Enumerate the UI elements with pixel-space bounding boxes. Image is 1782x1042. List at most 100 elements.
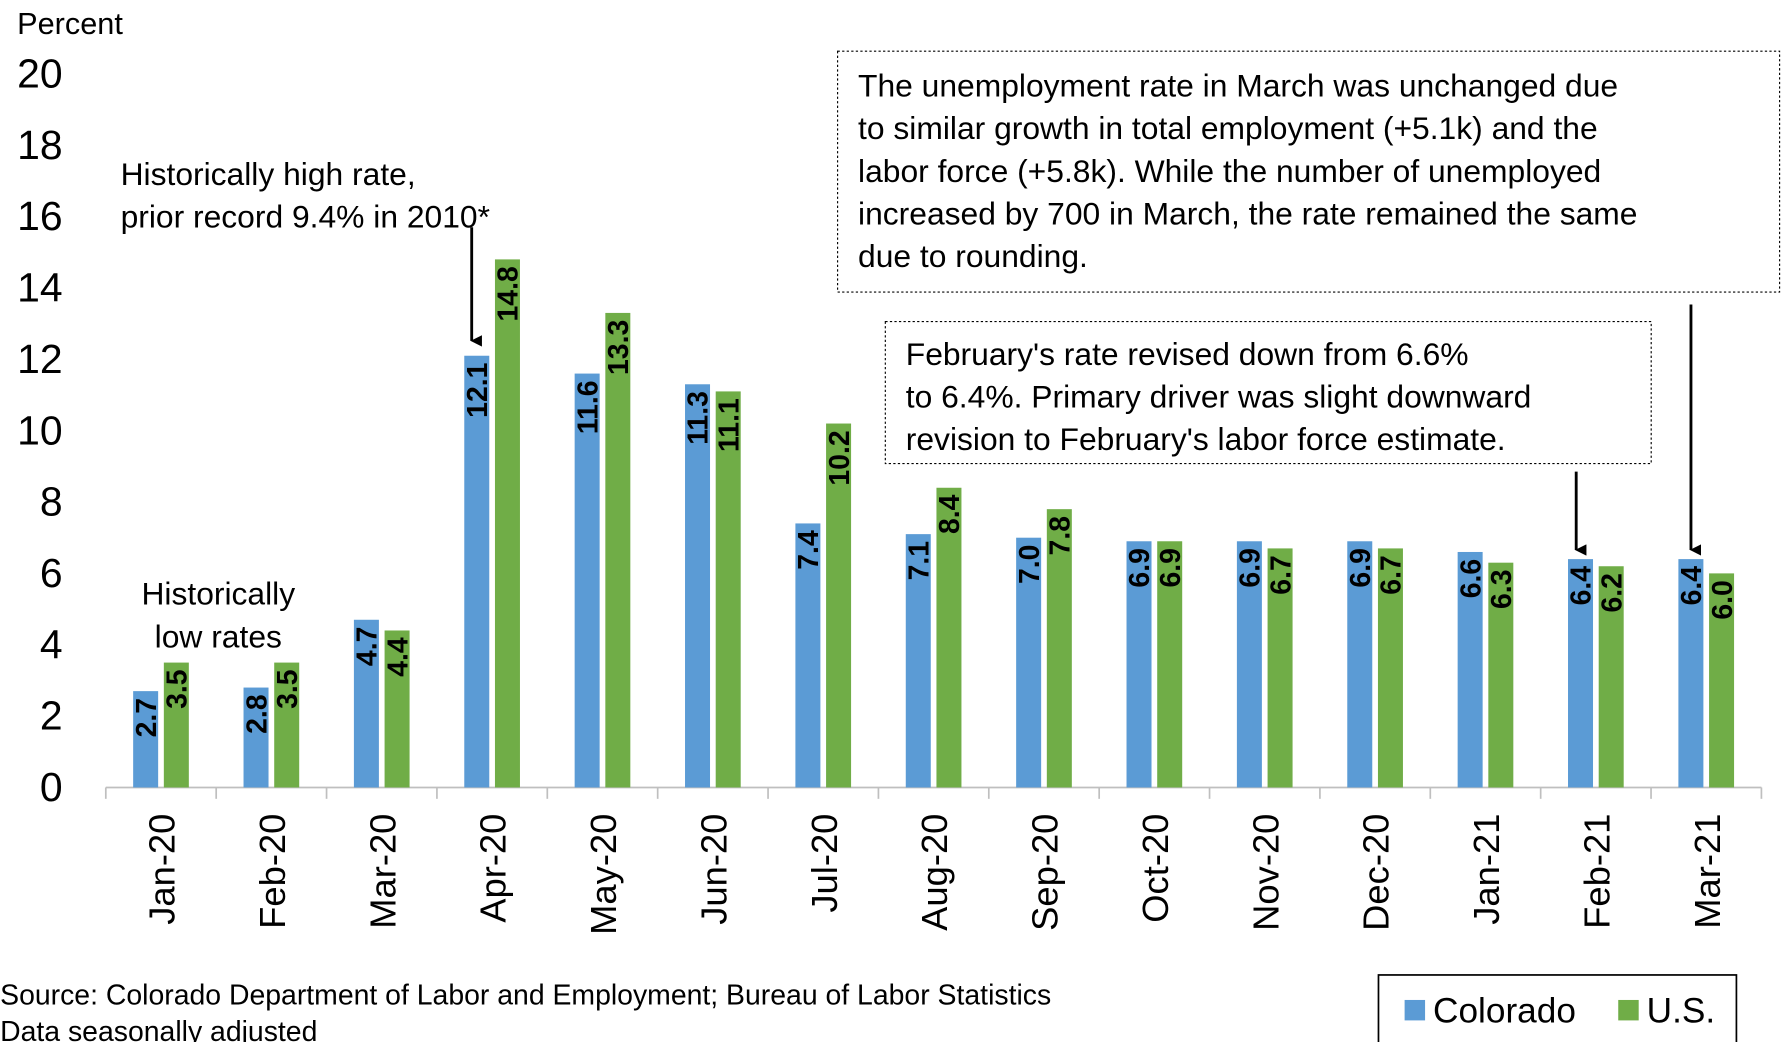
annotation: low rates: [155, 619, 282, 655]
bar: [1126, 541, 1152, 788]
value-label: 7.4: [793, 530, 825, 570]
annotation: The unemployment rate in March was uncha…: [858, 68, 1618, 104]
value-label: 6.9: [1155, 548, 1187, 587]
y-tick-label: 12: [17, 336, 62, 382]
value-label: 6.4: [1676, 566, 1708, 606]
value-label: 4.4: [382, 637, 414, 677]
bar: [1267, 548, 1293, 788]
bar: [1016, 537, 1042, 788]
bar: [1236, 541, 1262, 788]
value-label: 11.6: [572, 380, 604, 434]
value-label: 6.9: [1235, 548, 1267, 587]
value-label: 3.5: [162, 669, 194, 708]
value-label: 2.8: [241, 694, 273, 733]
value-label: 6.3: [1486, 569, 1518, 608]
bar: [1488, 562, 1514, 788]
x-tick-label: Feb-21: [1576, 814, 1617, 929]
y-tick-label: 20: [17, 50, 62, 96]
value-label: 13.3: [603, 320, 635, 375]
annotation-box: [837, 50, 1781, 293]
x-tick-label: Jul-20: [804, 814, 845, 913]
x-tick-label: Sep-20: [1025, 814, 1066, 931]
value-label: 14.8: [493, 266, 525, 321]
legend-swatch: [1618, 999, 1639, 1021]
value-label: 7.1: [903, 541, 935, 580]
value-label: 6.9: [1124, 548, 1156, 587]
bar: [243, 687, 269, 788]
x-tick-label: Mar-21: [1687, 814, 1728, 929]
bar: [384, 630, 410, 788]
value-label: 2.7: [131, 698, 163, 737]
annotation: to 6.4%. Primary driver was slight downw…: [906, 378, 1532, 414]
legend-box: [1377, 974, 1738, 1042]
x-tick-label: Mar-20: [362, 814, 403, 929]
y-tick-label: 0: [40, 764, 63, 810]
value-label: 6.7: [1265, 555, 1297, 594]
note: Data seasonally adjusted: [0, 1016, 317, 1042]
x-tick-label: Jan-20: [142, 814, 183, 925]
bar: [1598, 566, 1624, 788]
bar: [1377, 548, 1403, 788]
value-label: 7.0: [1014, 545, 1046, 584]
bar: [1568, 559, 1594, 788]
x-tick-label: Apr-20: [473, 814, 514, 923]
annotation: February's rate revised down from 6.6%: [906, 336, 1469, 372]
value-label: 6.6: [1455, 559, 1487, 598]
value-label: 11.1: [713, 398, 745, 452]
annotation-box: [884, 321, 1652, 465]
bar: [905, 534, 931, 788]
x-tick-label: Dec-20: [1356, 814, 1397, 931]
value-label: 8.4: [934, 494, 966, 534]
bar: [1157, 541, 1183, 788]
bar: [133, 691, 159, 788]
bar: [464, 355, 490, 788]
y-tick-label: 18: [17, 122, 62, 168]
bar: [163, 662, 189, 788]
value-label: 6.9: [1345, 548, 1377, 587]
bar: [1709, 573, 1735, 788]
y-tick-label: 8: [40, 479, 63, 525]
bar: [494, 259, 520, 788]
value-label: 10.2: [824, 430, 856, 485]
value-label: 11.3: [683, 391, 715, 445]
bar: [715, 391, 741, 788]
bar: [574, 373, 600, 788]
legend-label: Colorado: [1433, 992, 1576, 1031]
x-tick-label: Oct-20: [1135, 814, 1176, 923]
y-tick-label: 6: [40, 550, 63, 596]
bar: [826, 423, 852, 788]
legend-label: U.S.: [1647, 992, 1716, 1031]
bar: [1046, 509, 1072, 788]
y-tick-label: 16: [17, 193, 62, 239]
x-tick-label: Aug-20: [914, 814, 955, 931]
value-label: 6.2: [1596, 573, 1628, 612]
annotation: prior record 9.4% in 2010*: [121, 198, 490, 234]
bar: [795, 523, 821, 788]
annotation: labor force (+5.8k). While the number of…: [858, 153, 1601, 189]
y-tick-label: 10: [17, 407, 62, 453]
value-label: 6.7: [1376, 555, 1408, 594]
bar: [936, 487, 962, 788]
annotation: increased by 700 in March, the rate rema…: [858, 195, 1637, 231]
annotation: Historically: [141, 576, 295, 612]
y-tick-label: 14: [17, 265, 62, 311]
x-tick-label: Feb-20: [252, 814, 293, 929]
y-axis-label: Percent: [17, 6, 123, 41]
bar: [1457, 551, 1483, 788]
value-label: 7.8: [1045, 516, 1077, 555]
y-tick-label: 4: [40, 621, 63, 667]
value-label: 12.1: [462, 363, 494, 418]
x-tick-label: Nov-20: [1245, 814, 1286, 931]
bar: [605, 312, 631, 788]
x-tick-label: Jun-20: [693, 814, 734, 925]
note: Source: Colorado Department of Labor and…: [0, 980, 1051, 1012]
x-tick-label: May-20: [583, 814, 624, 935]
bar: [1347, 541, 1373, 788]
value-label: 6.0: [1707, 580, 1739, 619]
y-tick-label: 2: [40, 693, 63, 739]
x-tick-label: Jan-21: [1466, 814, 1507, 925]
value-label: 3.5: [272, 669, 304, 708]
value-label: 4.7: [352, 627, 384, 666]
annotation: revision to February's labor force estim…: [906, 421, 1506, 457]
